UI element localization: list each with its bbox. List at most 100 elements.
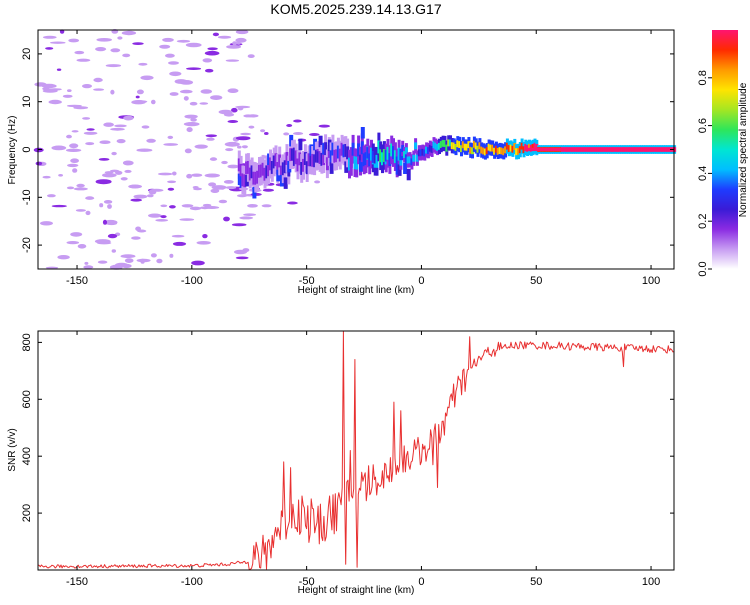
spectrogram-noise-cell [172,241,187,246]
spectrogram-ridge-core [434,142,438,150]
colorbar-tick-label: 0.4 [697,166,709,181]
spectrogram-noise-cell [83,265,94,269]
spectrogram-ridge-core [511,145,515,153]
spectrogram-ridge-core [467,141,471,149]
spectrogram-noise-cell [110,169,120,173]
spectrogram-ridge-core [415,154,419,162]
spectrogram-noise-cell [93,88,105,91]
spectrogram-ridge-core [443,140,447,147]
colorbar-tick-label: 0.6 [697,118,709,133]
spectrogram-ridge-core [325,157,329,171]
spectrogram-ridge-core [274,153,278,167]
spectrogram-noise-cell [34,82,47,87]
spectrogram-ridge-core [362,153,366,167]
spectrogram-noise-cell [135,226,142,232]
spectrogram-ridge-core [482,147,486,155]
spectrogram-ridge-core [272,155,276,169]
spectrogram-noise-cell [151,99,156,105]
spectrogram-noise-cell [186,67,202,70]
spectrogram-noise-cell [223,180,234,184]
snr-x-tick-label: -50 [299,576,315,588]
spectrogram-ridge-core [353,156,357,170]
spectrogram-noise-cell [196,241,211,245]
spectrogram-ridge-core [258,164,261,178]
spectrogram-noise-cell [140,258,145,264]
spectrogram-ridge-core [355,156,359,170]
spectrogram-noise-cell [221,160,228,165]
spectrogram-noise-cell [99,140,111,144]
spectrogram-x-ticks: -150 -100 -50 0 50 100 [66,30,660,287]
spectrogram-noise-cell [62,94,73,98]
spectrogram-noise-cell [122,53,131,58]
spectrogram-ridge-core [386,146,390,160]
spectrogram-ridge-core [340,142,344,156]
spectrogram-ridge-core [483,148,487,156]
spectrogram-noise-cell [185,42,202,48]
spectrogram-noise-cell [75,209,86,212]
figure-title: KOM5.2025.239.14.13.G17 [270,1,441,17]
spectrogram-noise-cell [189,101,198,106]
spectrogram-ridge-blob [318,135,323,148]
spectrogram-ridge-core [458,141,462,148]
spectrogram-noise-cell [77,244,87,249]
spectrogram-noise-cell [76,183,85,188]
spectrogram-y-tick-label: 10 [21,96,33,108]
spectrogram-noise-cell [191,173,203,177]
spectrogram-noise-cell [205,68,214,73]
spectrogram-noise-cell [150,253,157,258]
spectrogram-noise-cell [202,203,212,207]
spectrogram-noise-cell [98,158,110,161]
spectrogram-noise-cell [132,42,144,45]
spectrogram-noise-cell [314,180,321,184]
spectrogram-noise-cell [160,215,167,219]
spectrogram-ridge-core [463,143,467,151]
spectrogram-noise-cell [223,216,230,222]
spectrogram-noise-cell [123,115,134,121]
snr-x-tick-label: 100 [642,576,660,588]
spectrogram-ridge-core [500,147,504,155]
spectrogram-ridge-core [430,145,434,153]
spectrogram-y-tick-label: -10 [21,189,33,205]
spectrogram-ridge-core [504,146,508,154]
spectrogram-noise-cell [163,143,179,146]
spectrogram-noise-cell [124,258,134,263]
spectrogram-noise-cell [76,58,91,62]
spectrogram-ridge-core [370,147,373,161]
spectrogram-noise-cell [186,173,193,179]
spectrogram-ridge-core [472,140,476,148]
spectrogram-ridge-core [245,161,249,175]
spectrogram-noise-cell [82,84,92,89]
spectrogram-noise-cell [93,77,103,83]
spectrogram-noise-cell [193,187,202,191]
spectrogram-noise-cell [42,35,57,39]
spectrogram-noise-cell [293,132,304,135]
spectrogram-noise-cell [190,118,197,122]
spectrogram-ridge-core [456,140,460,148]
spectrogram-ridge-core [494,145,498,153]
spectrogram-x-tick-label: -150 [66,275,88,287]
spectrogram-noise-cell [224,141,240,147]
spectrogram-noise-cell [184,148,192,154]
spectrogram-ridge-core [270,161,274,174]
spectrogram-noise-cell [206,137,215,141]
spectrogram-noise-cell [261,204,272,208]
spectrogram-ridge-core [491,144,495,152]
spectrogram-ridge-core [280,165,283,179]
spectrogram-noise-cell [227,164,239,169]
spectrogram-ridge-core [403,151,407,158]
spectrogram-ridge-core [476,145,480,153]
spectrogram-ridge-core [298,152,302,166]
spectrogram-ridge-core [450,142,454,150]
spectrogram-ridge-core [379,149,383,163]
spectrogram-noise-cell [120,177,128,181]
spectrogram-noise-cell [111,249,117,253]
spectrogram-noise-cell [115,262,129,268]
spectrogram-noise-cell [70,232,83,237]
spectrogram-noise-cell [133,194,148,199]
spectrogram-ridge-core [246,161,250,174]
spectrogram-ridge-core [421,148,425,156]
spectrogram-ridge-core [269,157,272,171]
spectrogram-ridge-core [267,163,271,177]
spectrogram-noise-cell [264,132,269,135]
colorbar-label: Normalized spectral amplitude [738,82,749,217]
